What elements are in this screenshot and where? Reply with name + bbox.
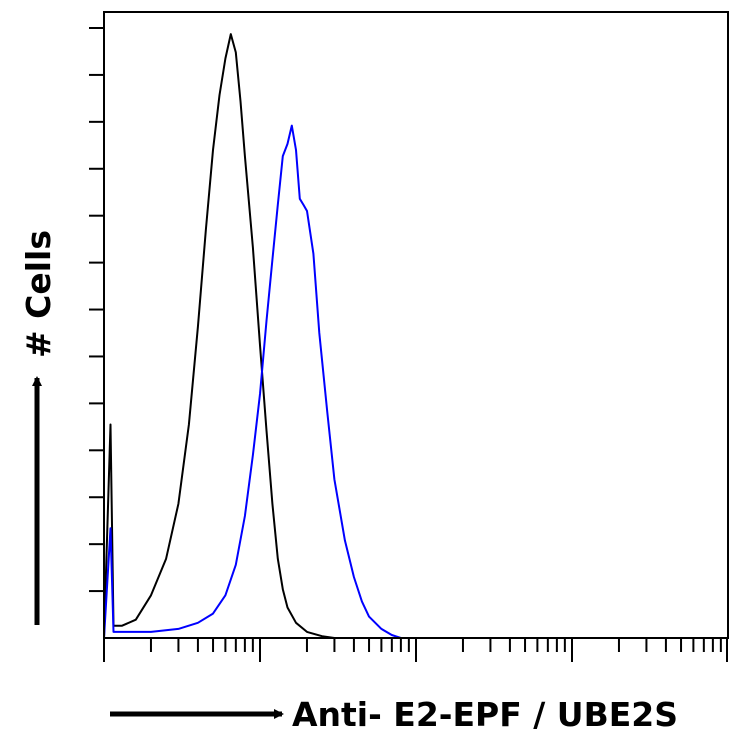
y-axis-ticks — [89, 27, 104, 593]
y-axis-label: # Cells — [19, 230, 58, 358]
x-axis-label: Anti- E2-EPF / UBE2S — [292, 695, 678, 734]
plot-frame — [103, 11, 729, 639]
x-axis-ticks — [103, 638, 728, 662]
histogram-series-1 — [104, 33, 335, 638]
histogram-series-2 — [104, 124, 402, 638]
histogram-series — [104, 33, 402, 638]
